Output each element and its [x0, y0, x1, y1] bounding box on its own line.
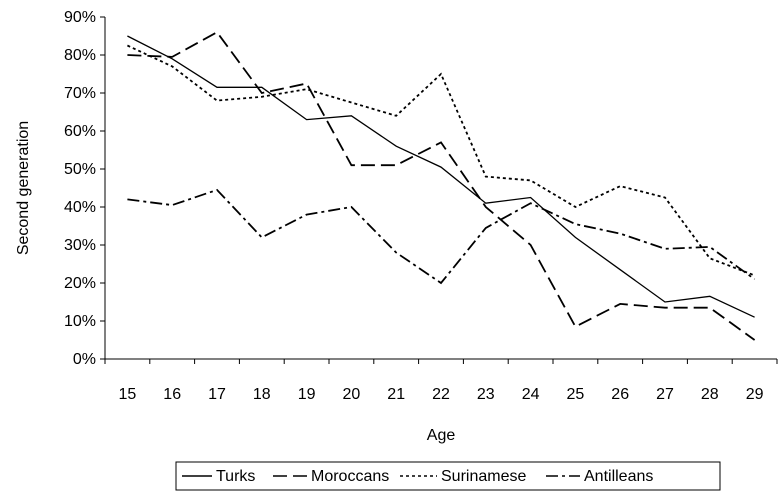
x-tick-label: 22: [432, 386, 450, 403]
legend-label: Moroccans: [311, 468, 389, 485]
x-tick-label: 24: [522, 386, 540, 403]
y-tick-label: 50%: [64, 161, 96, 178]
x-tick-label: 28: [701, 386, 719, 403]
y-axis-label: Second generation: [15, 121, 32, 255]
y-tick-label: 80%: [64, 47, 96, 64]
x-tick-label: 17: [208, 386, 226, 403]
x-tick-label: 19: [298, 386, 316, 403]
series-line: [127, 188, 756, 285]
x-tick-label: 15: [119, 386, 137, 403]
y-tick-label: 30%: [64, 237, 96, 254]
x-tick-label: 21: [387, 386, 405, 403]
legend-label: Antilleans: [584, 468, 653, 485]
y-tick-label: 90%: [64, 9, 96, 26]
x-tick-label: 26: [611, 386, 629, 403]
legend-box: [175, 461, 721, 491]
x-tick-label: 25: [567, 386, 585, 403]
x-tick-label: 16: [163, 386, 181, 403]
legend-label: Surinamese: [441, 468, 526, 485]
x-tick-label: 20: [343, 386, 361, 403]
legend-label: Turks: [216, 468, 255, 485]
y-tick-label: 0%: [73, 351, 96, 368]
x-axis-label: Age: [427, 427, 456, 444]
series-line: [127, 31, 756, 341]
y-tick-label: 70%: [64, 85, 96, 102]
x-tick-label: 27: [656, 386, 674, 403]
series-line: [127, 35, 755, 318]
x-tick-label: 29: [746, 386, 764, 403]
x-tick-label: 18: [253, 386, 271, 403]
y-tick-label: 20%: [64, 275, 96, 292]
series-line: [127, 44, 755, 277]
y-tick-label: 60%: [64, 123, 96, 140]
x-tick-label: 23: [477, 386, 495, 403]
y-tick-label: 10%: [64, 313, 96, 330]
y-tick-label: 40%: [64, 199, 96, 216]
